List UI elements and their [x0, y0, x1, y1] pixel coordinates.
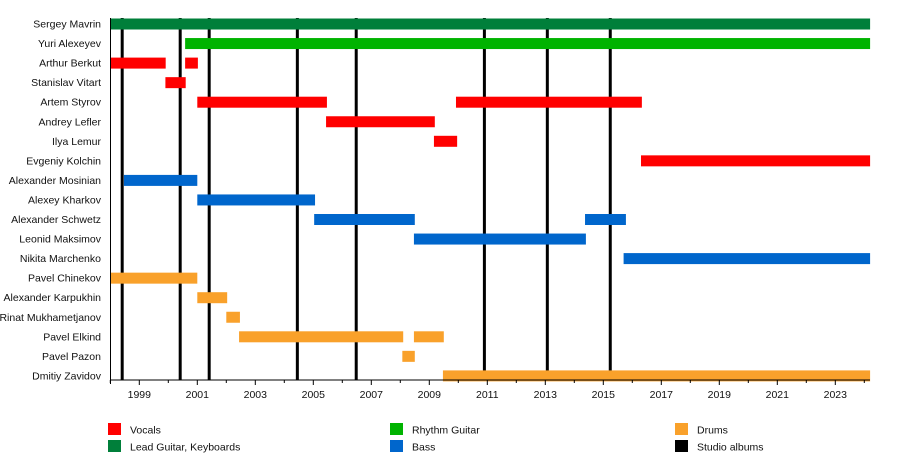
- legend-swatch-lead: [108, 440, 121, 452]
- legend-label-vocals: Vocals: [130, 425, 161, 437]
- album-lines: [120, 18, 612, 380]
- x-tick-label: 2019: [708, 389, 732, 401]
- x-tick-label: 2015: [592, 389, 616, 401]
- member-label: Alexander Mosinian: [9, 175, 101, 187]
- member-bar: [110, 57, 166, 69]
- member-label: Pavel Elkind: [43, 331, 101, 343]
- member-label: Yuri Alexeyev: [38, 38, 102, 50]
- member-bars: [110, 18, 871, 382]
- member-bar: [185, 38, 871, 50]
- member-bar: [239, 331, 404, 343]
- x-tick-label: 2021: [766, 389, 790, 401]
- legend-label-rhythm: Rhythm Guitar: [412, 425, 480, 437]
- member-bar: [641, 155, 871, 167]
- legend: Vocals Lead Guitar, Keyboards Rhythm Guita…: [108, 423, 764, 454]
- member-label: Sergey Mavrin: [33, 19, 101, 31]
- member-label: Rinat Mukhametjanov: [0, 312, 102, 324]
- legend-label-bass: Bass: [412, 442, 435, 454]
- member-bar: [314, 214, 415, 225]
- legend-label-drums: Drums: [697, 425, 728, 437]
- legend-swatch-rhythm: [390, 423, 403, 435]
- member-bar: [442, 370, 871, 382]
- member-bar: [197, 292, 228, 304]
- member-bar: [402, 350, 415, 362]
- member-label: Leonid Maksimov: [19, 234, 101, 246]
- member-bar: [165, 77, 186, 89]
- member-bar: [326, 116, 435, 128]
- member-bar: [433, 135, 458, 147]
- legend-label-albums: Studio albums: [697, 442, 764, 454]
- member-label: Alexander Schwetz: [11, 214, 101, 226]
- x-tick-label: 2001: [186, 389, 210, 401]
- member-bar: [185, 57, 198, 69]
- member-bar: [226, 311, 240, 323]
- x-tick-label: 2007: [360, 389, 384, 401]
- member-label: Arthur Berkut: [39, 58, 101, 70]
- x-tick-label: 2005: [302, 389, 326, 401]
- member-label: Pavel Chinekov: [28, 273, 102, 285]
- member-bar: [413, 233, 586, 245]
- x-axis: 1999 2001 2003 2005 2007 2009 2011 2013 2015 2017…: [109, 18, 870, 401]
- member-label: Nikita Marchenko: [20, 253, 101, 265]
- x-tick-label: 2013: [534, 389, 558, 401]
- member-label: Alexey Kharkov: [28, 194, 102, 206]
- member-label: Dmitiy Zavidov: [32, 370, 102, 382]
- member-label: Andrey Lefler: [39, 116, 102, 128]
- x-tick-label: 2011: [476, 389, 499, 401]
- member-bar: [413, 331, 444, 343]
- legend-swatch-drums: [675, 423, 688, 435]
- member-bar: [123, 174, 198, 186]
- member-label: Evgeniy Kolchin: [26, 155, 101, 167]
- x-tick-label: 2003: [244, 389, 268, 401]
- x-tick-label: 2023: [824, 389, 848, 401]
- member-bar: [110, 272, 198, 284]
- legend-swatch-bass: [390, 440, 403, 452]
- member-label: Pavel Pazon: [42, 351, 101, 363]
- member-label: Alexander Karpukhin: [4, 292, 102, 304]
- legend-swatch-vocals: [108, 423, 121, 435]
- x-tick-label: 2009: [418, 389, 442, 401]
- member-bar: [623, 253, 871, 265]
- member-label: Stanislav Vitart: [31, 77, 101, 89]
- member-labels: Sergey Mavrin Yuri Alexeyev Arthur Berkut S…: [0, 19, 102, 383]
- member-bar: [110, 18, 871, 30]
- member-bar: [197, 96, 327, 108]
- legend-label-lead: Lead Guitar, Keyboards: [130, 442, 240, 454]
- member-bar: [455, 96, 642, 108]
- member-label: Artem Styrov: [40, 97, 101, 109]
- legend-swatch-albums: [675, 440, 688, 452]
- x-tick-label: 2017: [650, 389, 674, 401]
- member-label: Ilya Lemur: [52, 136, 102, 148]
- member-bar: [197, 194, 316, 206]
- member-bar: [585, 214, 626, 225]
- x-tick-label: 1999: [128, 389, 152, 401]
